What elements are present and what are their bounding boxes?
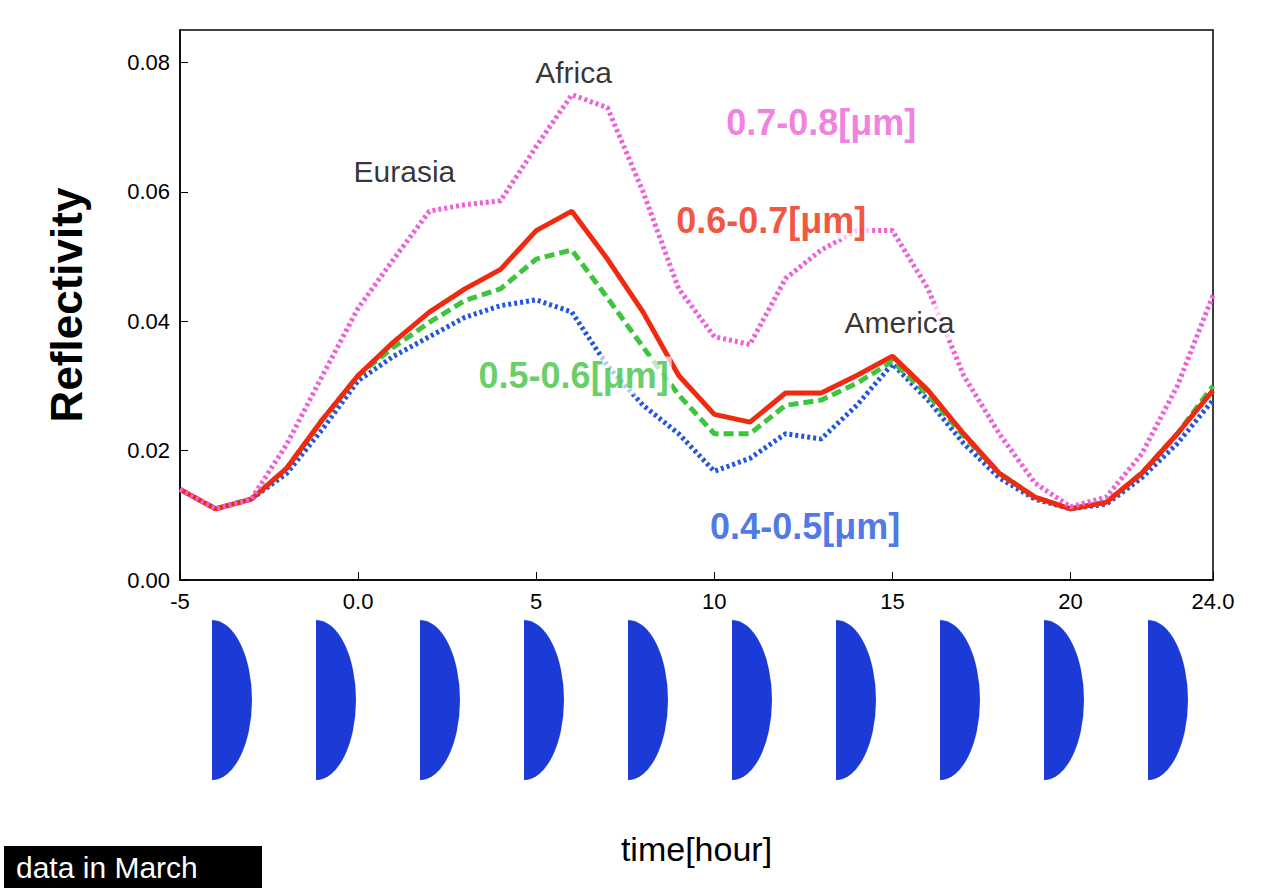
svg-text:5: 5 — [530, 589, 542, 614]
svg-text:Reflectivity: Reflectivity — [42, 187, 91, 422]
svg-text:20: 20 — [1058, 589, 1082, 614]
svg-text:0.00: 0.00 — [127, 568, 170, 593]
svg-text:-5: -5 — [170, 589, 190, 614]
svg-text:0.4-0.5[μm]: 0.4-0.5[μm] — [710, 506, 900, 547]
svg-text:15: 15 — [880, 589, 904, 614]
svg-text:0.06: 0.06 — [127, 179, 170, 204]
svg-text:0.04: 0.04 — [127, 309, 170, 334]
svg-text:Africa: Africa — [535, 56, 612, 89]
svg-text:0.02: 0.02 — [127, 438, 170, 463]
svg-text:10: 10 — [702, 589, 726, 614]
svg-text:America: America — [845, 306, 955, 339]
svg-text:Eurasia: Eurasia — [354, 155, 456, 188]
svg-text:0.7-0.8[μm]: 0.7-0.8[μm] — [726, 102, 916, 143]
svg-text:data in March: data in March — [16, 851, 198, 884]
svg-text:0.08: 0.08 — [127, 50, 170, 75]
svg-text:0.6-0.7[μm]: 0.6-0.7[μm] — [676, 200, 866, 241]
svg-text:24.0: 24.0 — [1192, 589, 1235, 614]
svg-text:0.5-0.6[μm]: 0.5-0.6[μm] — [479, 355, 669, 396]
svg-text:time[hour]: time[hour] — [621, 830, 772, 868]
svg-text:0.0: 0.0 — [343, 589, 374, 614]
